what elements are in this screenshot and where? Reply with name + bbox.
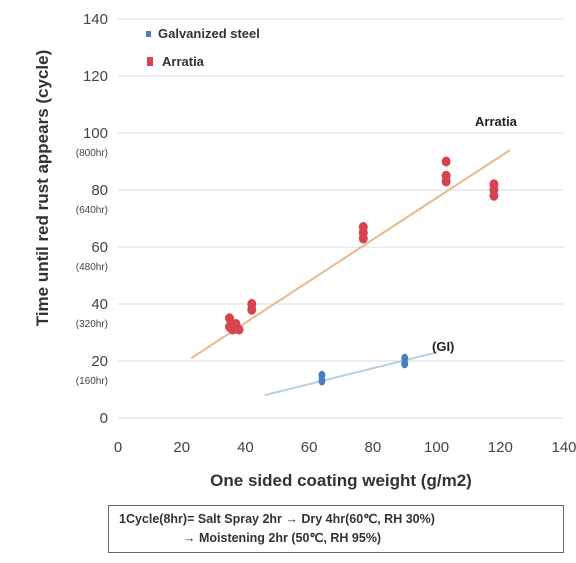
data-point-arratia <box>441 156 451 167</box>
trend-lines <box>190 149 511 397</box>
y-tick-hours-label: (480hr) <box>76 262 108 273</box>
y-tick-label: 100 <box>83 125 108 142</box>
y-tick-hours-label: (800hr) <box>76 148 108 159</box>
data-point-arratia <box>247 299 257 309</box>
legend-entry-arratia: Arratia <box>147 54 205 69</box>
legend-marker-galvanized <box>146 31 151 37</box>
cycle-definition-note: 1Cycle(8hr)= Salt Spray 2hr → Dry 4hr(60… <box>108 505 564 553</box>
x-tick-label: 0 <box>114 439 122 456</box>
data-point-arratia <box>489 190 499 201</box>
x-tick-label: 60 <box>301 439 318 456</box>
legend-marker-arratia <box>147 57 153 66</box>
x-axis-ticks: 0 20 40 60 80 100 120 140 <box>114 439 576 456</box>
legend-label-arratia: Arratia <box>162 54 205 69</box>
y-tick-label: 0 <box>100 410 108 427</box>
data-point-arratia <box>225 313 234 324</box>
y-tick-label: 40 <box>91 296 108 313</box>
data-point-arratia <box>358 222 368 233</box>
data-points <box>225 156 499 386</box>
data-point-arratia <box>441 176 451 187</box>
y-tick-label: 80 <box>91 182 108 199</box>
x-tick-label: 20 <box>173 439 190 456</box>
legend-entry-galvanized: Galvanized steel <box>146 26 260 41</box>
x-tick-label: 100 <box>424 439 449 456</box>
x-tick-label: 140 <box>551 439 576 456</box>
y-tick-label: 20 <box>91 353 108 370</box>
cycle-note-line1: 1Cycle(8hr)= Salt Spray 2hr → Dry 4hr(60… <box>119 512 435 526</box>
cycle-note-line2: → Moistening 2hr (50℃, RH 95%) <box>183 531 382 545</box>
scatter-chart: 0 20 (160hr) 40 (320hr) 60 (480hr) 80 (640hr) 100… <box>33 11 576 490</box>
gi-line-label: (GI) <box>432 339 454 354</box>
x-tick-label: 80 <box>365 439 382 456</box>
x-tick-label: 120 <box>488 439 513 456</box>
legend-label-galvanized: Galvanized steel <box>158 26 260 41</box>
gridlines <box>118 18 564 419</box>
y-tick-hours-label: (160hr) <box>76 376 108 387</box>
legend: Galvanized steel Arratia <box>146 26 260 69</box>
trend-line-galvanized <box>264 351 437 397</box>
data-point-galvanized <box>318 370 326 380</box>
x-axis-title: One sided coating weight (g/m2) <box>210 471 472 490</box>
y-tick-label: 120 <box>83 68 108 85</box>
x-tick-label: 40 <box>237 439 254 456</box>
arratia-line-label: Arratia <box>475 114 518 129</box>
y-tick-label: 60 <box>91 239 108 256</box>
data-point-galvanized <box>401 353 409 363</box>
y-tick-label: 140 <box>83 11 108 28</box>
y-axis-title: Time until red rust appears (cycle) <box>33 50 52 327</box>
y-tick-hours-label: (320hr) <box>76 319 108 330</box>
y-tick-hours-label: (640hr) <box>76 205 108 216</box>
y-axis-ticks: 0 20 (160hr) 40 (320hr) 60 (480hr) 80 (640hr) 100… <box>76 11 108 427</box>
data-point-arratia <box>234 324 244 335</box>
trend-line-arratia <box>190 149 511 359</box>
